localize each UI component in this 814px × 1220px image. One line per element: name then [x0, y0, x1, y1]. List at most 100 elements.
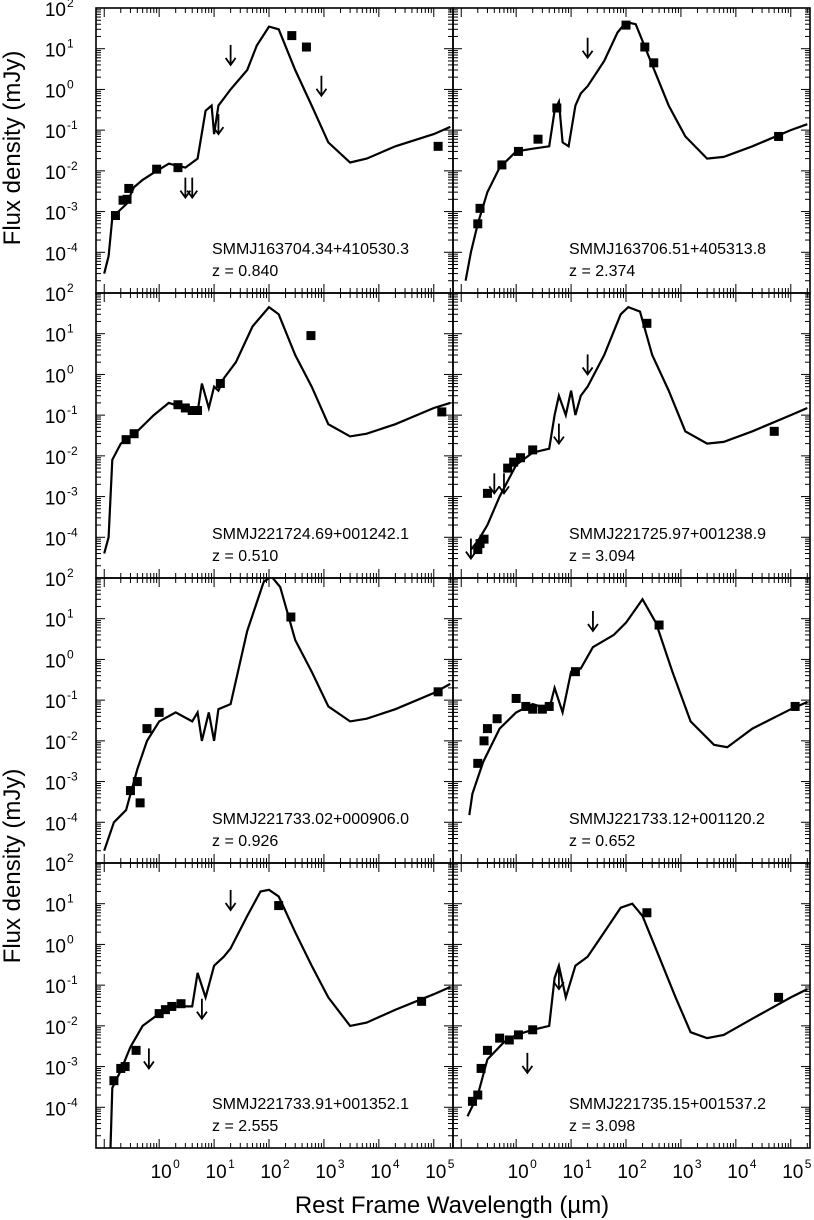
x-tick-label: 10 — [151, 1162, 172, 1183]
detection-point — [790, 701, 800, 711]
upper-limit-arrow — [196, 998, 208, 1021]
y-tick-exponent: -2 — [67, 1014, 78, 1028]
detection-point — [124, 183, 134, 193]
x-tick-exponent: 3 — [338, 1157, 345, 1171]
detection-point — [109, 1076, 119, 1086]
source-name: SMMJ221733.02+000906.0 — [212, 811, 409, 828]
detection-point — [654, 620, 664, 630]
upper-limit-arrow — [521, 1052, 534, 1075]
upper-limit-head — [488, 485, 501, 495]
panel-7: 10 110 010 -110 -210 -310 -410 210 0 10 1 10 2 10 3 10 4… — [45, 851, 455, 1183]
x-tick-label: 10 — [727, 1162, 748, 1183]
x-tick-label: 10 — [206, 1162, 227, 1183]
upper-limit-arrow — [581, 37, 594, 60]
detection-point — [121, 435, 131, 445]
upper-limit-head — [521, 1065, 534, 1075]
detection-point — [437, 407, 447, 417]
detection-point — [129, 429, 139, 439]
upper-limit-arrow — [488, 473, 501, 495]
y-tick-exponent: -1 — [67, 688, 78, 702]
upper-limit-head — [465, 551, 477, 561]
y-tick-exponent: 2 — [67, 851, 74, 865]
x-tick-exponent: 3 — [695, 1157, 702, 1171]
y-tick-label: 10 — [45, 733, 66, 754]
detection-point — [135, 798, 145, 808]
detection-point — [482, 488, 492, 498]
x-tick-exponent: 0 — [173, 1157, 180, 1171]
x-tick-exponent: 1 — [585, 1157, 592, 1171]
upper-limit-head — [212, 126, 225, 136]
detection-point — [215, 378, 225, 388]
detection-point — [173, 400, 183, 410]
x-tick-exponent: 5 — [805, 1157, 812, 1171]
y-tick-exponent: 1 — [67, 892, 74, 906]
y-tick-label: 10 — [45, 651, 66, 672]
detection-point — [467, 1096, 477, 1106]
detection-point — [492, 714, 502, 724]
detection-point — [642, 908, 652, 918]
detection-point — [173, 163, 183, 173]
y-tick-exponent: -3 — [67, 1055, 78, 1069]
y-tick-label: 10 — [45, 285, 66, 306]
x-tick-exponent: 2 — [283, 1157, 290, 1171]
detection-point — [473, 219, 483, 229]
model-sed-curve — [103, 25, 451, 274]
y-tick-exponent: -4 — [67, 1095, 78, 1109]
redshift-label: z = 0.510 — [212, 548, 278, 565]
detection-point — [475, 203, 485, 213]
detection-point — [774, 992, 784, 1002]
detection-point — [125, 786, 135, 796]
y-tick-label: 10 — [45, 244, 66, 265]
x-axis-label: Rest Frame Wavelength (µm) — [295, 1192, 609, 1219]
detection-point — [642, 318, 652, 328]
y-tick-exponent: 0 — [67, 647, 74, 661]
y-tick-exponent: 0 — [67, 362, 74, 376]
upper-limit-arrow — [179, 177, 192, 200]
y-tick-label: 10 — [45, 122, 66, 143]
detection-point — [482, 724, 492, 734]
y-tick-label: 10 — [45, 570, 66, 591]
y-tick-label: 10 — [45, 692, 66, 713]
redshift-label: z = 3.098 — [569, 1118, 635, 1135]
source-name: SMMJ221735.15+001537.2 — [569, 1096, 766, 1113]
upper-limit-head — [587, 623, 599, 633]
upper-limit-arrow — [465, 538, 477, 561]
detection-point — [287, 31, 297, 41]
x-tick-label: 10 — [370, 1162, 391, 1183]
y-tick-label: 10 — [45, 0, 66, 21]
y-axis-label-bottom: Flux density (mJy) — [0, 769, 26, 964]
model-sed-curve — [466, 902, 808, 1117]
detection-point — [497, 160, 507, 170]
detection-point — [476, 1063, 486, 1073]
redshift-label: z = 0.926 — [212, 833, 278, 850]
upper-limit-arrow — [212, 114, 225, 136]
y-tick-exponent: 1 — [67, 607, 74, 621]
y-tick-label: 10 — [45, 366, 66, 387]
y-tick-exponent: 0 — [67, 77, 74, 91]
y-tick-exponent: -4 — [67, 525, 78, 539]
y-axis-label-top: Flux density (mJy) — [0, 51, 26, 246]
x-tick-exponent: 5 — [448, 1157, 455, 1171]
y-tick-label: 10 — [45, 448, 66, 469]
upper-limit-head — [196, 1011, 208, 1021]
y-tick-exponent: 2 — [67, 0, 74, 10]
y-tick-exponent: -2 — [67, 159, 78, 173]
upper-limit-head — [186, 190, 198, 200]
detection-point — [521, 701, 531, 711]
upper-limit-arrow — [498, 473, 510, 495]
panel-6: SMMJ221733.12+001120.2 z = 0.652 — [452, 577, 811, 864]
panel-8: 10 0 10 1 10 2 10 3 10 4 10 5SMMJ221735.15+001537.2… — [452, 862, 812, 1183]
detection-point — [154, 1009, 164, 1019]
source-name: SMMJ221733.91+001352.1 — [212, 1096, 409, 1113]
x-tick-label: 10 — [315, 1162, 336, 1183]
y-tick-exponent: -4 — [67, 810, 78, 824]
detection-point — [301, 42, 311, 52]
detection-point — [160, 1005, 170, 1015]
upper-limit-arrow — [143, 1048, 155, 1070]
redshift-label: z = 2.555 — [212, 1118, 278, 1135]
detection-point — [122, 194, 132, 204]
detection-point — [509, 457, 519, 467]
x-tick-label: 10 — [617, 1162, 638, 1183]
